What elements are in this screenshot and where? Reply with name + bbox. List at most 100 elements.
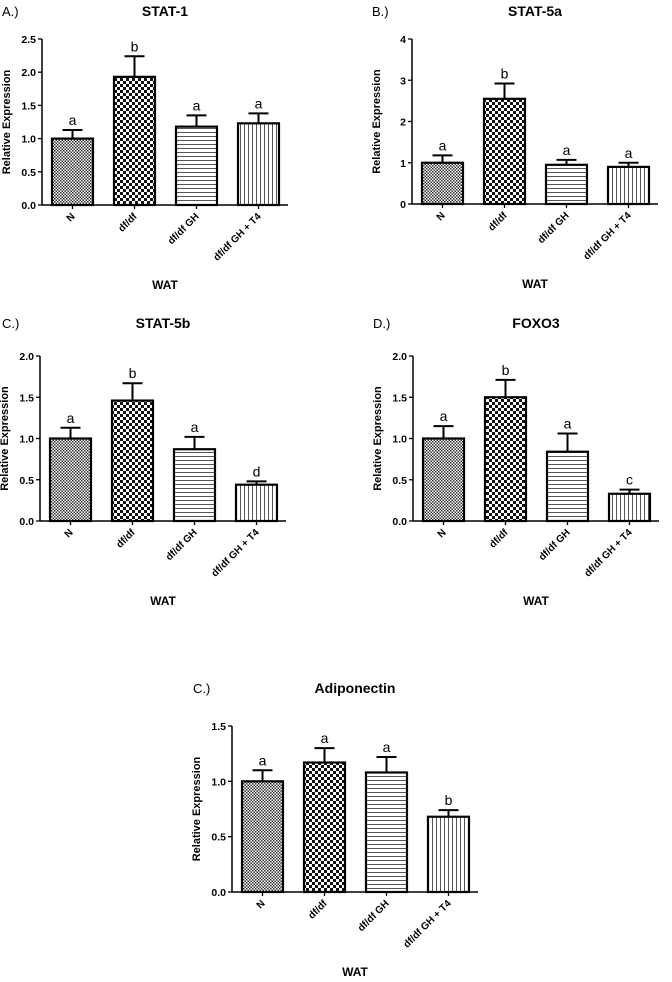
chart-panel-3: C.) STAT-5b 0.0 0.5 1.0 1.5 2.0 Relative Expres… (0, 315, 286, 608)
y-tick-label: 1.5 (392, 392, 407, 404)
significance-label: d (253, 463, 261, 479)
bar-df-df-gh (172, 448, 217, 523)
chart-panel-5: C.) Adiponectin 0.0 0.5 1.0 1.5 Relative Expre… (191, 680, 478, 979)
bar-n (50, 137, 95, 207)
bar-df-df-gh-t4 (606, 165, 651, 206)
bar-df-df-gh-t4 (426, 815, 471, 894)
x-tick-label: df/df GH (536, 210, 572, 246)
bar-df-df-gh (174, 125, 219, 207)
x-tick-label: df/df GH + T4 (582, 210, 634, 262)
y-tick-label: 2.5 (21, 34, 36, 46)
significance-label: a (563, 142, 571, 158)
y-tick-label: 2 (400, 117, 406, 129)
y-tick-label: 1.0 (19, 434, 34, 446)
x-tick-label: df/df GH (356, 898, 392, 934)
bar-df-df (110, 399, 155, 523)
significance-label: a (193, 97, 201, 113)
chart-panel-4: D.) FOXO3 0.0 0.5 1.0 1.5 2.0 Relative Expressi… (372, 315, 659, 608)
panel-label: A.) (2, 4, 19, 19)
bar-df-df-gh-t4 (234, 483, 279, 523)
significance-label: b (501, 66, 509, 82)
y-tick-label: 1.0 (392, 434, 407, 446)
panel-label: C.) (2, 316, 19, 331)
x-tick-label: df/df (117, 211, 141, 235)
x-axis-label: WAT (152, 278, 178, 292)
significance-label: a (440, 408, 448, 424)
bar-df-df (483, 396, 528, 523)
bar-df-df (302, 761, 347, 894)
significance-label: a (439, 137, 447, 153)
x-tick-label: N (255, 898, 268, 911)
y-tick-label: 0.0 (211, 887, 226, 899)
bar-n (421, 437, 466, 523)
x-tick-label: df/df GH (164, 527, 200, 563)
bar-df-df-gh (544, 163, 589, 206)
bar-n (420, 161, 465, 206)
significance-label: a (383, 739, 391, 755)
x-tick-label: N (435, 210, 448, 223)
bar-df-df-gh-t4 (607, 492, 652, 523)
significance-label: a (259, 752, 267, 768)
y-axis-label: Relative Expression (372, 386, 384, 491)
y-tick-label: 2.0 (21, 67, 36, 79)
x-tick-label: df/df (307, 898, 331, 922)
x-tick-label: df/df GH + T4 (210, 527, 262, 579)
x-tick-label: N (63, 527, 76, 540)
significance-label: b (502, 362, 510, 378)
chart-panel-2: B.) STAT-5a 0 1 2 3 4 Relative Expression a Nb df/… (371, 3, 658, 291)
y-axis-label: Relative Expression (191, 756, 203, 861)
bar-df-df (112, 75, 157, 207)
x-tick-label: N (436, 527, 449, 540)
y-tick-label: 0.5 (21, 167, 36, 179)
y-axis-label: Relative Expression (0, 386, 11, 491)
chart-panel-1: A.) STAT-1 0.0 0.5 1.0 1.5 2.0 2.5 Relative Expr… (1, 3, 288, 292)
panel-label: B.) (372, 4, 389, 19)
chart-title: FOXO3 (512, 315, 560, 331)
y-tick-label: 2.0 (392, 351, 407, 363)
chart-title: STAT-5b (136, 315, 191, 331)
significance-label: a (191, 419, 199, 435)
x-tick-label: df/df GH + T4 (212, 211, 264, 263)
chart-title: Adiponectin (315, 680, 396, 696)
y-tick-label: 1 (400, 158, 406, 170)
bar-n (240, 780, 285, 894)
significance-label: a (321, 730, 329, 746)
y-tick-label: 1.5 (211, 721, 226, 733)
significance-label: b (131, 38, 139, 54)
y-tick-label: 0.5 (19, 475, 34, 487)
x-axis-label: WAT (522, 277, 548, 291)
significance-label: a (67, 410, 75, 426)
chart-title: STAT-5a (508, 3, 562, 19)
panel-label: C.) (193, 681, 210, 696)
y-axis-label: Relative Expression (1, 69, 13, 174)
panel-label: D.) (373, 316, 390, 331)
significance-label: a (69, 112, 77, 128)
x-axis-label: WAT (523, 594, 549, 608)
significance-label: b (445, 792, 453, 808)
bar-n (48, 437, 93, 523)
x-tick-label: df/df (115, 527, 139, 551)
x-tick-label: df/df GH + T4 (583, 527, 635, 579)
significance-label: c (626, 472, 633, 488)
x-tick-label: df/df GH (166, 211, 202, 247)
x-tick-label: df/df (488, 527, 512, 551)
x-axis-label: WAT (342, 965, 368, 979)
x-tick-label: df/df (487, 210, 511, 234)
y-tick-label: 0.5 (211, 832, 226, 844)
y-tick-label: 4 (400, 34, 406, 46)
y-tick-label: 1.5 (19, 392, 34, 404)
y-tick-label: 0 (400, 199, 406, 211)
y-axis-label: Relative Expression (371, 69, 383, 174)
y-tick-label: 0.0 (21, 200, 36, 212)
y-tick-label: 0.0 (19, 516, 34, 528)
significance-label: b (129, 365, 137, 381)
significance-label: a (625, 145, 633, 161)
bar-df-df-gh (364, 771, 409, 894)
y-tick-label: 3 (400, 75, 406, 87)
y-tick-label: 0.5 (392, 475, 407, 487)
bar-df-df-gh (545, 450, 590, 523)
y-tick-label: 2.0 (19, 351, 34, 363)
y-tick-label: 1.5 (21, 100, 36, 112)
y-tick-label: 1.0 (21, 134, 36, 146)
